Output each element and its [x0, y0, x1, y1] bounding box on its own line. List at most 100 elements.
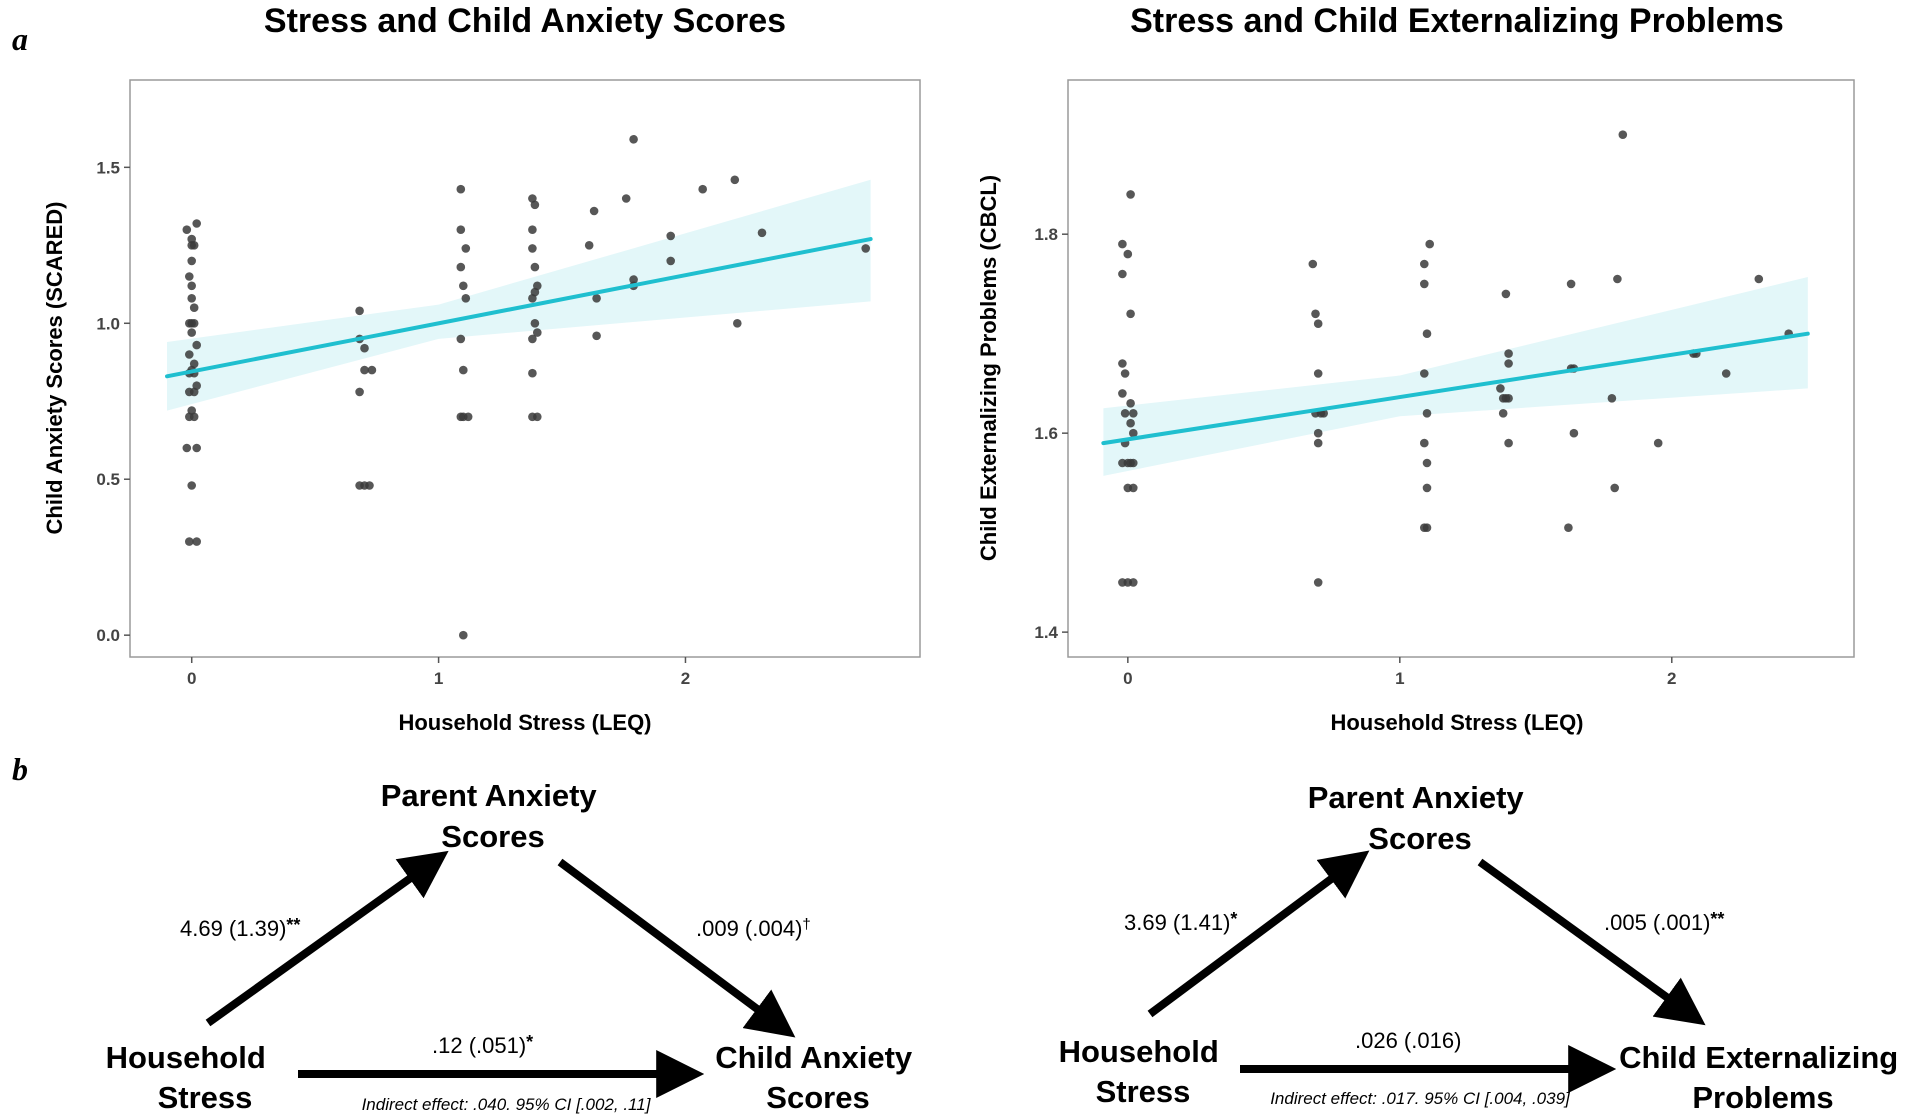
- chart2-fit-line: [1101, 331, 1810, 446]
- c2-data-point: [1564, 523, 1573, 532]
- chart1-fit-line: [165, 237, 873, 379]
- c1-data-point: [461, 294, 471, 303]
- c2-data-point: [1129, 458, 1138, 468]
- c2-data-point: [1420, 369, 1429, 378]
- med2-a-coefficient: 3.69 (1.41)*: [1124, 909, 1237, 935]
- c2-data-point: [1126, 309, 1135, 319]
- c2-data-point: [1311, 309, 1320, 319]
- med1-outcome-line1: Child Anxiety: [715, 1040, 913, 1075]
- c2-data-point: [1313, 369, 1323, 378]
- chart1-x-tick-0: 0: [187, 669, 196, 688]
- c1-data-point: [355, 306, 364, 316]
- c1-data-point: [360, 365, 369, 375]
- panel-label-b: b: [12, 751, 28, 787]
- med2-predictor-line2: Stress: [1096, 1074, 1191, 1109]
- c2-data-point: [1118, 389, 1127, 398]
- c2-data-point: [1420, 259, 1429, 269]
- c1-data-point: [187, 281, 196, 291]
- c1-data-point: [621, 194, 631, 203]
- c2-data-point: [1118, 269, 1127, 279]
- chart1-x-ticks: 0 1 2: [187, 657, 690, 688]
- c1-data-point: [192, 219, 201, 228]
- chart2-y-tick-0: 1.4: [1034, 623, 1058, 642]
- c2-data-point: [1613, 274, 1622, 284]
- c1-data-point: [459, 281, 468, 291]
- c1-data-point: [187, 481, 196, 490]
- chart2-title: Stress and Child Externalizing Problems: [1130, 2, 1784, 40]
- med2-outcome-line1: Child Externalizing: [1619, 1040, 1898, 1075]
- c2-data-point: [1126, 418, 1135, 428]
- chart1-x-tick-2: 2: [681, 669, 690, 688]
- med2-b-path-arrow: [1477, 858, 1706, 1026]
- c1-data-point: [192, 340, 201, 350]
- med1-outcome-line2: Scores: [766, 1080, 869, 1115]
- c1-data-point: [182, 443, 192, 453]
- chart1-x-axis-title: Household Stress (LEQ): [398, 710, 651, 735]
- c2-data-point: [1496, 384, 1505, 393]
- chart1-y-tick-0: 0.0: [96, 626, 120, 645]
- c1-data-point: [187, 256, 196, 266]
- c1-data-point: [185, 272, 194, 281]
- c1-data-point: [528, 294, 537, 303]
- c2-data-point: [1498, 409, 1508, 418]
- c2-data-point: [1504, 349, 1513, 358]
- c1-data-point: [530, 319, 540, 328]
- c2-data-point: [1501, 289, 1511, 299]
- panel-label-a: a: [12, 21, 28, 57]
- med2-b-coefficient: .005 (.001)**: [1604, 909, 1724, 935]
- c1-data-point: [456, 334, 466, 344]
- med1-c-coefficient: .12 (.051)*: [432, 1032, 533, 1058]
- c2-data-point: [1425, 239, 1434, 249]
- c2-data-point: [1123, 249, 1133, 259]
- chart2-y-axis-title: Child Externalizing Problems (CBCL): [976, 175, 1001, 561]
- c1-data-point: [456, 262, 466, 272]
- med1-indirect-effect: Indirect effect: .040. 95% CI [.002, .11…: [362, 1095, 652, 1114]
- c1-data-point: [528, 368, 537, 378]
- chart1-y-tick-1: 0.5: [96, 470, 120, 489]
- c2-data-point: [1422, 483, 1432, 493]
- c1-data-point: [757, 228, 767, 238]
- c2-data-point: [1422, 409, 1432, 418]
- c1-data-point: [456, 225, 466, 234]
- chart2-x-tick-0: 0: [1123, 669, 1132, 688]
- c2-data-point: [1313, 438, 1323, 448]
- chart1-title: Stress and Child Anxiety Scores: [264, 2, 786, 40]
- c2-data-point: [1129, 578, 1138, 587]
- med2-predictor-node: Household Stress: [1059, 1034, 1228, 1109]
- chart1-points: [182, 135, 870, 640]
- c1-data-point: [192, 537, 201, 546]
- chart1-y-axis-title: Child Anxiety Scores (SCARED): [42, 202, 67, 535]
- chart2-y-tick-2: 1.8: [1034, 225, 1058, 244]
- c1-data-point: [360, 343, 369, 353]
- c1-data-point: [355, 387, 364, 397]
- c1-data-point: [459, 365, 468, 375]
- c2-data-point: [1422, 523, 1432, 532]
- med1-a-coefficient: 4.69 (1.39)**: [180, 915, 300, 941]
- c1-data-point: [185, 537, 194, 546]
- c1-data-point: [533, 328, 542, 337]
- med2-mediator-line1: Parent Anxiety: [1308, 780, 1525, 815]
- c1-data-point: [528, 244, 537, 253]
- c1-data-point: [730, 175, 740, 185]
- c2-data-point: [1129, 483, 1138, 493]
- c2-data-point: [1126, 399, 1135, 408]
- c2-data-point: [1308, 259, 1318, 269]
- c1-data-point: [189, 412, 199, 422]
- c1-data-point: [192, 443, 201, 453]
- c2-data-point: [1422, 329, 1432, 339]
- c1-data-point: [528, 225, 537, 234]
- c2-data-point: [1313, 428, 1323, 438]
- c1-data-point: [861, 244, 870, 253]
- c1-data-point: [698, 184, 707, 194]
- c2-data-point: [1126, 190, 1135, 199]
- c1-data-point: [629, 135, 638, 144]
- c2-data-point: [1569, 428, 1579, 438]
- c1-ci-band: [167, 179, 871, 411]
- c2-data-point: [1129, 409, 1138, 418]
- c1-data-point: [365, 481, 374, 490]
- chart1-x-tick-1: 1: [434, 669, 443, 688]
- c1-data-point: [666, 231, 675, 241]
- med1-mediator-node: Parent Anxiety Scores: [381, 778, 606, 854]
- med1-mediator-line2: Scores: [441, 819, 544, 854]
